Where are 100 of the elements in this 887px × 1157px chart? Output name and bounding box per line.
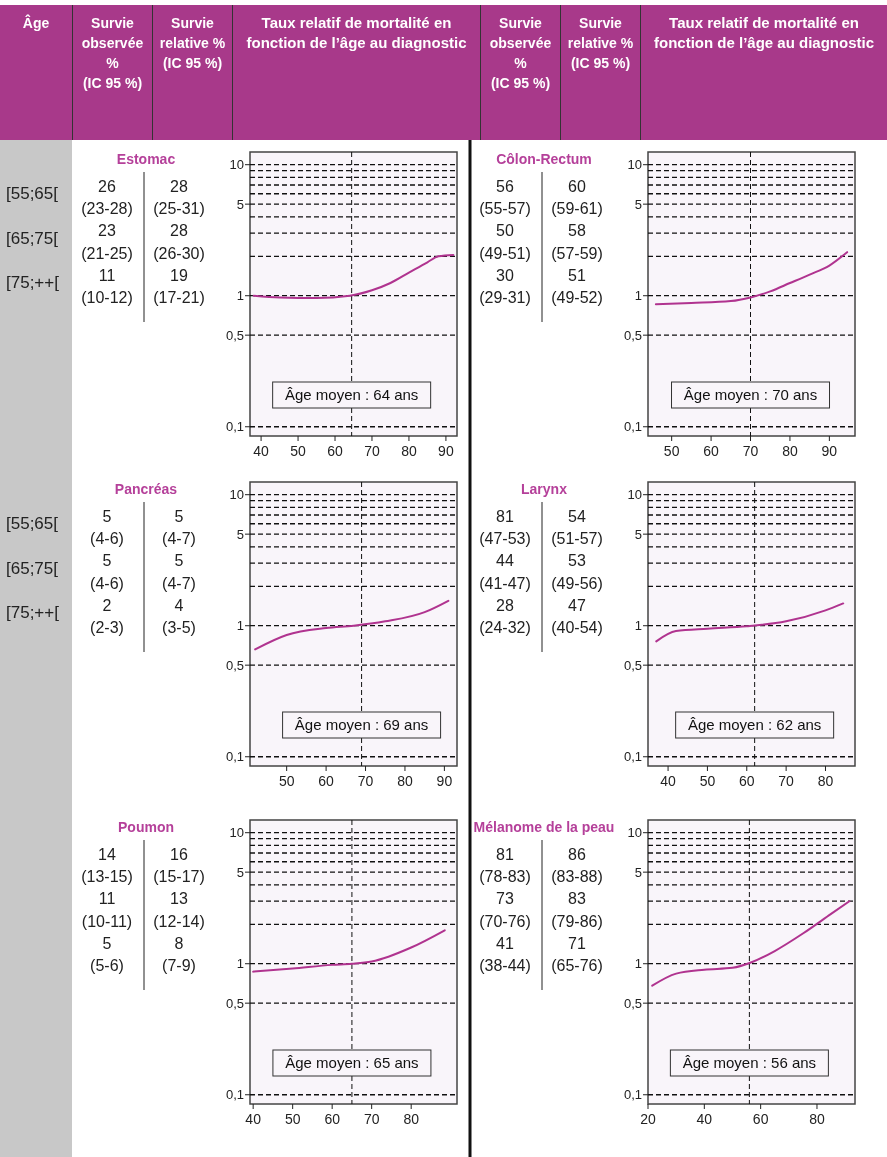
line-series: [254, 599, 450, 651]
x-tick-label: 60: [752, 1111, 769, 1127]
chart-title: Mélanome de la peau: [473, 819, 615, 835]
text: (83-88): [551, 868, 603, 886]
text: Survie observée % (IC 95 %): [72, 5, 152, 140]
text: 2: [102, 596, 112, 614]
x-tick-label: 80: [809, 1111, 825, 1127]
text: 5: [174, 552, 184, 570]
text: (10-12): [81, 289, 133, 306]
text: 81: [496, 846, 514, 863]
ref-line-label: Âge moyen : 69 ans: [294, 716, 429, 734]
text: 11: [98, 890, 116, 908]
text: (49-51): [479, 244, 531, 262]
text: 47: [568, 596, 586, 614]
text: (3-5): [162, 619, 196, 636]
text: (70-76): [479, 912, 531, 930]
text: Âge: [21, 13, 51, 33]
chart-title: Côlon-Rectum: [496, 151, 592, 167]
text: (79-86): [551, 912, 603, 930]
y-tick-label: 1: [634, 618, 642, 634]
text: 71: [568, 934, 586, 952]
text: (26-30): [153, 244, 205, 262]
y-tick-label: 1: [634, 288, 642, 304]
y-tick-label: 10: [229, 157, 244, 173]
x-tick-label: 60: [324, 1111, 341, 1127]
x-tick-label: 20: [640, 1111, 656, 1127]
text: 23: [98, 222, 116, 240]
text: (12-14): [153, 912, 205, 930]
text: 26: [98, 178, 116, 195]
text: (2-3): [90, 619, 124, 636]
y-tick-label: 0,1: [225, 419, 244, 435]
text: (49-52): [551, 289, 603, 306]
text: 50: [496, 222, 514, 240]
text: [55;65[: [6, 184, 59, 203]
text: 28: [170, 178, 188, 195]
text: (4-7): [162, 530, 196, 548]
y-tick-label: 0,1: [225, 749, 244, 765]
text: 19: [170, 266, 188, 284]
x-tick-label: 60: [738, 773, 755, 789]
text: 28: [170, 222, 188, 240]
text: 8: [174, 934, 184, 952]
chart-title: Larynx: [521, 481, 568, 497]
text: (29-31): [479, 289, 531, 306]
line-series: [252, 253, 455, 300]
chart-title: Estomac: [116, 151, 176, 167]
text: (5-6): [90, 957, 124, 974]
x-tick-label: 40: [660, 773, 677, 789]
y-tick-label: 0,5: [225, 327, 244, 343]
text: [55;65[: [6, 514, 59, 533]
text: [65;75[: [6, 228, 59, 248]
x-tick-label: 40: [245, 1111, 262, 1127]
text: 5: [102, 508, 112, 525]
text: (40-54): [551, 619, 603, 636]
text: 5: [174, 508, 184, 525]
text: 28: [496, 596, 514, 614]
y-tick-label: 0,5: [225, 657, 244, 673]
text: (23-28): [81, 200, 133, 218]
y-tick-label: 10: [627, 157, 642, 173]
ref-line-label: Âge moyen : 64 ans: [284, 386, 419, 404]
text: (15-17): [153, 868, 205, 886]
text: 86: [568, 846, 586, 863]
text: (38-44): [479, 957, 531, 974]
y-tick-label: 0,1: [623, 419, 642, 435]
text: 5: [102, 934, 112, 952]
y-tick-label: 0,5: [623, 995, 642, 1011]
x-tick-label: 90: [821, 443, 838, 459]
y-tick-label: 0,1: [623, 749, 642, 765]
text: 73: [496, 890, 514, 908]
y-tick-label: 1: [236, 618, 244, 634]
text: 53: [568, 552, 586, 570]
text: 16: [170, 846, 188, 863]
line-series: [654, 251, 849, 306]
text: (57-59): [551, 244, 603, 262]
y-tick-label: 10: [229, 825, 244, 841]
y-tick-label: 10: [627, 487, 642, 503]
text: [75;++[: [6, 273, 60, 292]
x-tick-label: 60: [703, 443, 720, 459]
text: (59-61): [551, 200, 603, 218]
y-tick-label: 1: [634, 956, 642, 972]
chart-title: Poumon: [118, 819, 174, 835]
x-tick-label: 80: [817, 773, 834, 789]
text: 81: [496, 508, 514, 525]
text: 11: [98, 266, 116, 284]
x-tick-label: 50: [663, 443, 680, 459]
text: (78-83): [479, 868, 531, 886]
x-tick-label: 80: [782, 443, 798, 459]
x-tick-label: 70: [778, 773, 795, 789]
text: 44: [496, 552, 514, 570]
text: (4-6): [90, 530, 124, 548]
y-tick-label: 0,5: [225, 995, 244, 1011]
text: (49-56): [551, 574, 603, 592]
text: (41-47): [479, 574, 531, 592]
x-tick-label: 70: [357, 773, 374, 789]
text: 56: [496, 178, 514, 195]
text: 58: [568, 222, 586, 240]
x-tick-label: 80: [403, 1111, 420, 1127]
x-tick-label: 50: [699, 773, 716, 789]
text: [75;++[: [6, 603, 60, 622]
x-tick-label: 70: [364, 443, 380, 459]
x-tick-label: 60: [327, 443, 344, 459]
